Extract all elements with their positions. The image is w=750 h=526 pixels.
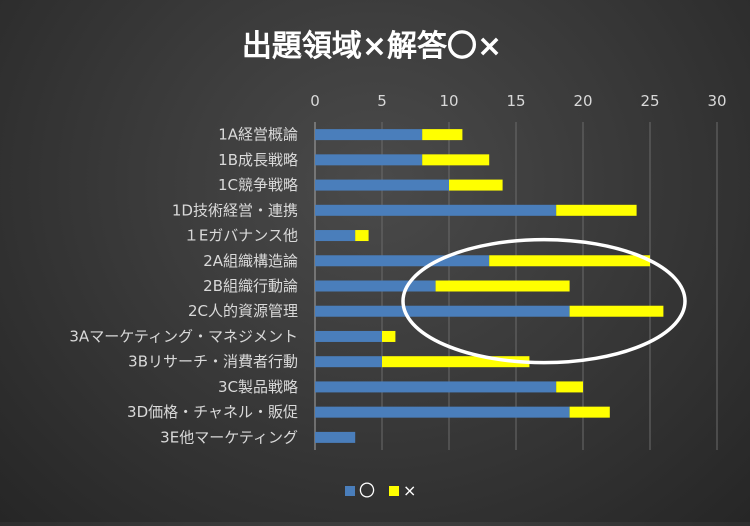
bar-incorrect [449, 179, 503, 191]
legend-swatch [389, 486, 399, 496]
bar-incorrect [556, 204, 637, 216]
category-label: １Eガバナンス他 [184, 227, 298, 245]
bar-correct [315, 330, 382, 342]
bar-correct [315, 154, 423, 166]
bar-correct [315, 179, 449, 191]
x-tick-label: 15 [506, 92, 525, 110]
bar-correct [315, 305, 570, 317]
category-label: 1C競争戦略 [218, 176, 298, 194]
legend-swatch [345, 486, 355, 496]
category-labels: 1A経営概論 1B成長戦略 1C競争戦略 1D技術経営・連携 １Eガバナンス他 2A組織構… [69, 126, 298, 447]
category-label: 3Bリサーチ・消費者行動 [128, 353, 298, 371]
bar-incorrect [355, 230, 369, 242]
bar-correct [315, 431, 356, 443]
bar-incorrect [422, 129, 463, 141]
bars [315, 129, 664, 443]
x-axis-ticks: 0 5 10 15 20 25 30 [310, 92, 726, 110]
x-tick-label: 10 [439, 92, 458, 110]
x-tick-label: 25 [640, 92, 659, 110]
category-label: 1D技術経営・連携 [172, 201, 298, 219]
legend-label: 〇 [359, 481, 375, 500]
bar-incorrect [382, 356, 530, 368]
category-label: 3C製品戦略 [218, 378, 298, 396]
category-label: 2C人的資源管理 [188, 302, 298, 320]
x-tick-label: 30 [707, 92, 726, 110]
legend-label: × [403, 481, 416, 500]
bar-correct [315, 204, 557, 216]
category-label: 1A経営概論 [218, 126, 298, 144]
x-tick-label: 20 [573, 92, 592, 110]
category-label: 2A組織構造論 [203, 252, 298, 270]
category-label: 3Aマーケティング・マネジメント [69, 327, 298, 345]
x-tick-label: 0 [310, 92, 320, 110]
bar-correct [315, 255, 490, 267]
bar-incorrect [569, 305, 664, 317]
category-label: 1B成長戦略 [218, 151, 298, 169]
bar-correct [315, 129, 423, 141]
bar-incorrect [489, 255, 650, 267]
bar-incorrect [422, 154, 490, 166]
category-label: 3E他マーケティング [160, 428, 298, 446]
bar-correct [315, 406, 570, 418]
category-label: 3D価格・チャネル・販促 [127, 403, 298, 421]
x-tick-label: 5 [377, 92, 387, 110]
chart-title: 出題領域×解答〇× [242, 29, 502, 64]
bar-correct [315, 381, 557, 393]
bar-incorrect [382, 330, 396, 342]
bar-incorrect [556, 381, 583, 393]
bar-correct [315, 230, 356, 242]
category-label: 2B組織行動論 [203, 277, 298, 295]
bar-correct [315, 356, 382, 368]
legend: 〇 × [345, 481, 416, 500]
bar-incorrect [435, 280, 570, 292]
annotations [401, 237, 687, 365]
bar-correct [315, 280, 436, 292]
highlight-ellipse [401, 237, 687, 365]
bar-incorrect [569, 406, 610, 418]
